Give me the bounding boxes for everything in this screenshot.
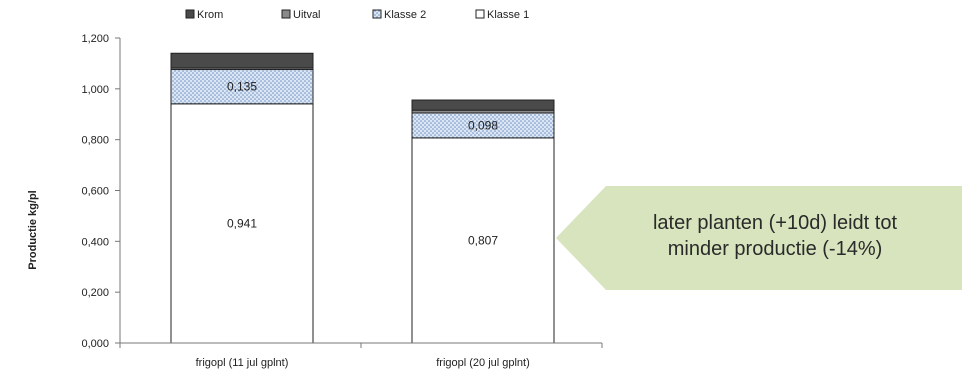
x-axis: frigopl (11 jul gplnt) frigopl (20 jul gp… [119, 342, 603, 369]
y-tick-label: 0,600 [81, 186, 109, 198]
bars: 0,941 0,135 0,807 0,098 [170, 52, 555, 344]
y-axis-label: Productie kg/pl [27, 190, 39, 269]
y-axis: 0,000 0,200 0,400 0,600 0,800 1,000 1,200 [81, 33, 121, 350]
y-tick-label: 0,800 [81, 135, 109, 147]
data-label: 0,941 [227, 216, 257, 230]
bar-segment [411, 112, 555, 139]
data-label: 0,807 [468, 233, 498, 247]
bar-segment [411, 99, 555, 111]
legend-label: Klasse 1 [487, 9, 529, 21]
callout-text: later planten (+10d) leidt tot minder pr… [600, 210, 950, 262]
callout-arrow-shape [556, 186, 962, 290]
callout-line-1: later planten (+10d) leidt tot [652, 212, 898, 234]
legend-label: Klasse 2 [384, 9, 426, 21]
x-category-label: frigopl (11 jul gplnt) [196, 357, 289, 369]
data-label: 0,135 [227, 80, 257, 94]
legend: Krom Uitval Klasse 2 Klasse 1 [185, 9, 529, 21]
legend-label: Krom [197, 9, 223, 21]
y-tick-label: 1,200 [81, 33, 109, 45]
x-category-label: frigopl (20 jul gplnt) [436, 357, 530, 369]
bar-segment [170, 69, 314, 105]
legend-swatch [185, 9, 195, 19]
y-tick-label: 0,400 [81, 236, 109, 248]
y-tick-label: 1,000 [81, 84, 109, 96]
legend-label: Uitval [293, 9, 321, 21]
callout-line-2: minder productie (-14%) [667, 238, 883, 260]
legend-swatch [372, 9, 382, 19]
y-tick-label: 0,000 [81, 338, 109, 350]
bar-segment [411, 137, 555, 344]
y-tick-label: 0,200 [81, 287, 109, 299]
data-label: 0,098 [468, 118, 498, 132]
legend-swatch [475, 9, 485, 19]
legend-swatch [281, 9, 291, 19]
bar-segment [170, 52, 314, 69]
